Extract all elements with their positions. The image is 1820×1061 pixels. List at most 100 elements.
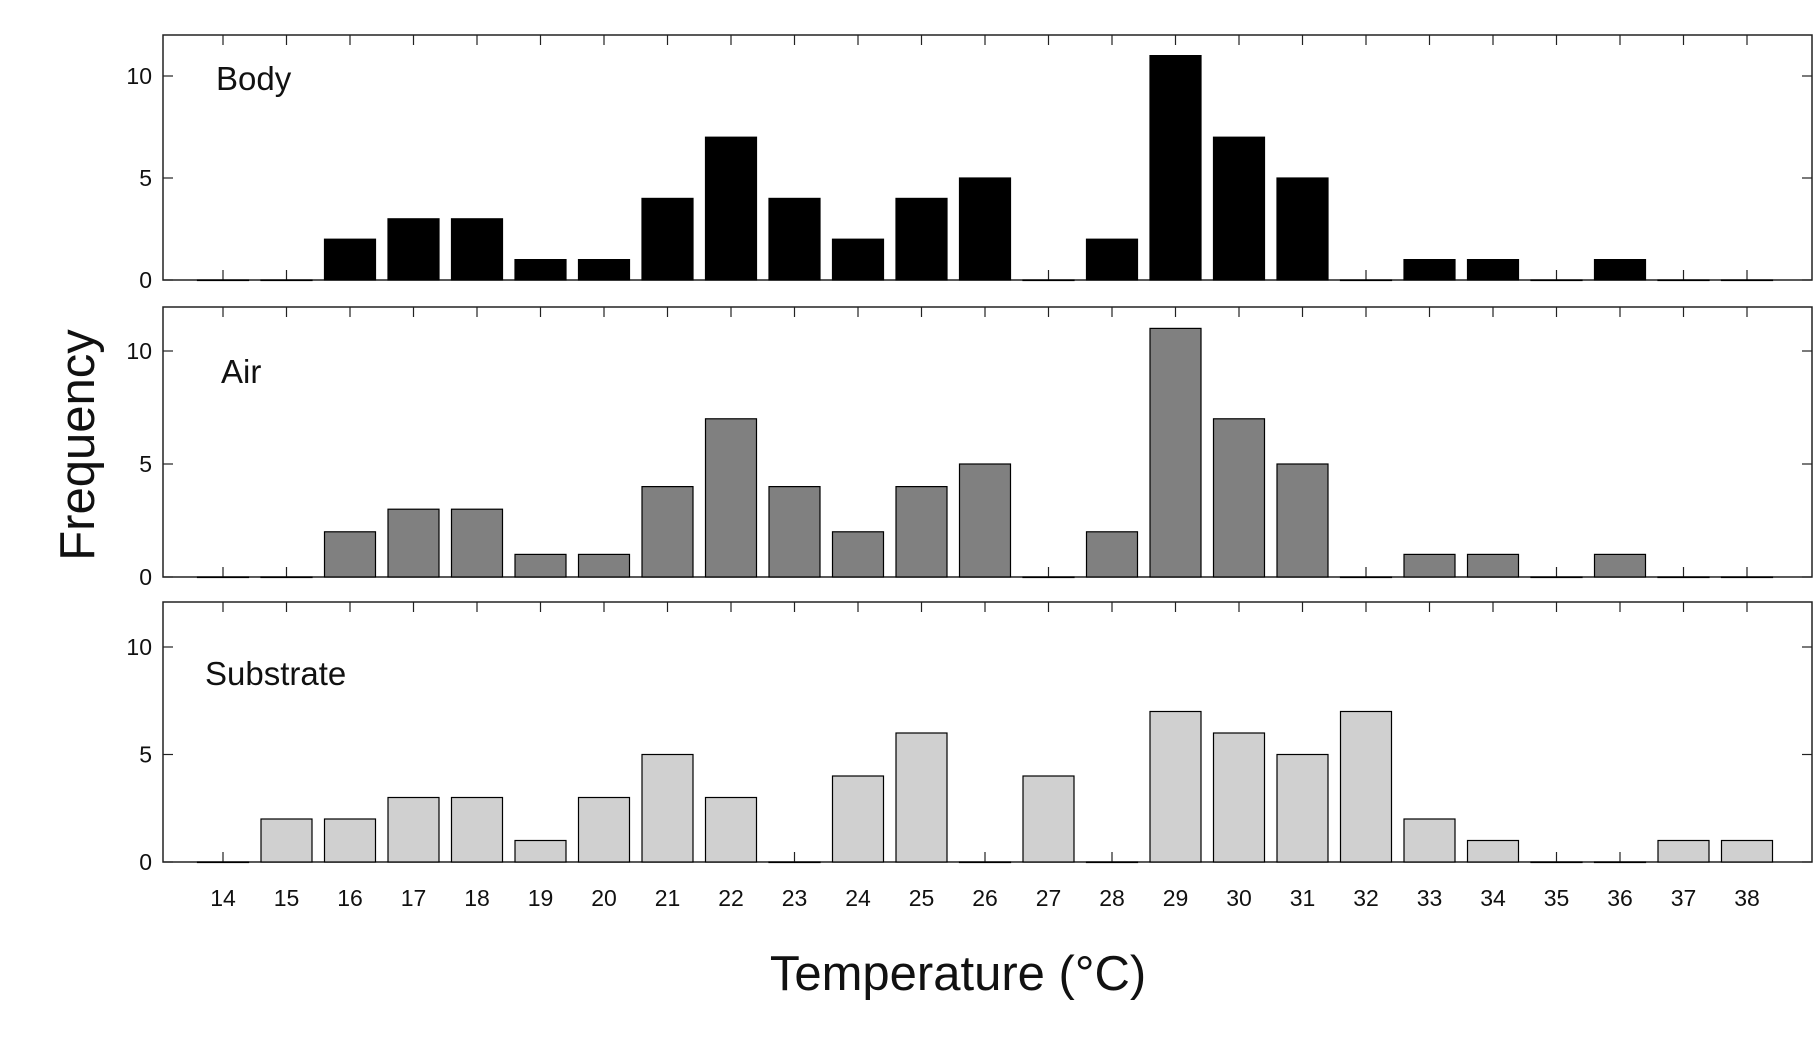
bar-substrate-15 [260,818,313,863]
x-tick-label: 33 [1417,885,1443,911]
x-tick-label: 38 [1734,885,1760,911]
bar-body-22 [704,136,758,281]
bar-body-29 [1149,54,1202,281]
x-tick-label: 14 [210,885,236,911]
bar-air-18 [450,508,504,578]
bar-body-34 [1466,259,1520,281]
bar-body-27 [1022,279,1075,282]
bar-body-23 [768,197,821,281]
bar-body-24 [831,238,885,281]
bar-substrate-34 [1466,839,1520,863]
x-tick-label: 27 [1036,885,1062,911]
bar-substrate-26 [958,861,1012,864]
bar-substrate-36 [1593,861,1647,864]
bar-air-21 [641,486,694,578]
bar-substrate-25 [895,732,948,863]
bar-substrate-33 [1403,818,1456,863]
bar-substrate-32 [1339,710,1393,863]
x-tick-label: 23 [782,885,808,911]
bar-substrate-30 [1212,732,1266,863]
bar-body-25 [895,197,948,281]
x-tick-label: 22 [718,885,744,911]
y-tick-label: 10 [126,338,152,364]
x-tick-label: 17 [401,885,427,911]
y-tick-label: 5 [139,451,152,477]
y-tick-label: 0 [139,564,152,590]
bar-air-27 [1022,576,1075,579]
bar-body-16 [323,238,377,281]
bar-air-38 [1720,576,1774,579]
y-tick-label: 10 [126,634,152,660]
bar-substrate-17 [387,796,440,863]
bar-body-21 [641,197,694,281]
x-tick-label: 19 [528,885,554,911]
bar-substrate-14 [196,861,250,864]
x-tick-label: 32 [1353,885,1379,911]
x-tick-label: 28 [1099,885,1125,911]
x-tick-label: 34 [1480,885,1506,911]
bar-air-36 [1593,553,1647,578]
bar-air-14 [196,576,250,579]
x-tick-label: 21 [655,885,681,911]
bar-body-20 [577,259,631,281]
bar-substrate-28 [1085,861,1139,864]
bar-substrate-21 [641,753,694,863]
y-tick-label: 10 [126,63,152,89]
histogram-panels: 0 5 10 Body 0 5 10 Air 0 5 10 Substrate 14 15 16 17 18 19… [126,34,1813,911]
bar-air-23 [768,486,821,578]
y-tick-label: 5 [139,165,152,191]
y-axis-title: Frequency [51,329,105,561]
bar-substrate-29 [1149,710,1202,863]
bar-substrate-19 [514,839,567,863]
bar-substrate-35 [1530,861,1583,864]
x-tick-label: 20 [591,885,617,911]
bar-substrate-27 [1022,775,1075,863]
y-tick-label: 5 [139,742,152,768]
bar-body-26 [958,177,1012,281]
bar-substrate-38 [1720,839,1774,863]
bar-air-19 [514,553,567,578]
bar-substrate-31 [1276,753,1329,863]
bar-substrate-16 [323,818,377,863]
bar-air-33 [1403,553,1456,578]
bar-substrate-37 [1657,839,1710,863]
bar-body-15 [260,279,313,282]
bar-air-29 [1149,327,1202,578]
bar-air-20 [577,553,631,578]
bar-air-16 [323,531,377,578]
bar-body-31 [1276,177,1329,281]
bar-air-17 [387,508,440,578]
bar-air-26 [958,463,1012,578]
panel-substrate: 0 5 10 Substrate [126,601,1813,875]
bar-substrate-23 [768,861,821,864]
y-tick-label: 0 [139,267,152,293]
panel-air: 0 5 10 Air [126,306,1813,590]
x-tick-label: 29 [1163,885,1189,911]
x-tick-label: 35 [1544,885,1570,911]
x-tick-label: 30 [1226,885,1252,911]
x-tick-label: 16 [337,885,363,911]
panel-label: Body [216,60,292,97]
bar-body-36 [1593,259,1647,281]
bar-air-37 [1657,576,1710,579]
bar-air-25 [895,486,948,578]
bar-body-19 [514,259,567,281]
x-tick-label: 31 [1290,885,1316,911]
bar-body-35 [1530,279,1583,282]
bar-substrate-22 [704,796,758,863]
bar-air-31 [1276,463,1329,578]
bar-body-32 [1339,279,1393,282]
x-tick-label: 24 [845,885,871,911]
x-tick-label: 26 [972,885,998,911]
bar-body-14 [196,279,250,282]
x-tick-label: 15 [274,885,300,911]
panel-body: 0 5 10 Body [126,34,1813,293]
bar-air-22 [704,418,758,578]
bar-air-15 [260,576,313,579]
x-tick-label: 18 [464,885,490,911]
bar-air-32 [1339,576,1393,579]
x-tick-label: 36 [1607,885,1633,911]
bar-body-30 [1212,136,1266,281]
bar-body-18 [450,218,504,281]
